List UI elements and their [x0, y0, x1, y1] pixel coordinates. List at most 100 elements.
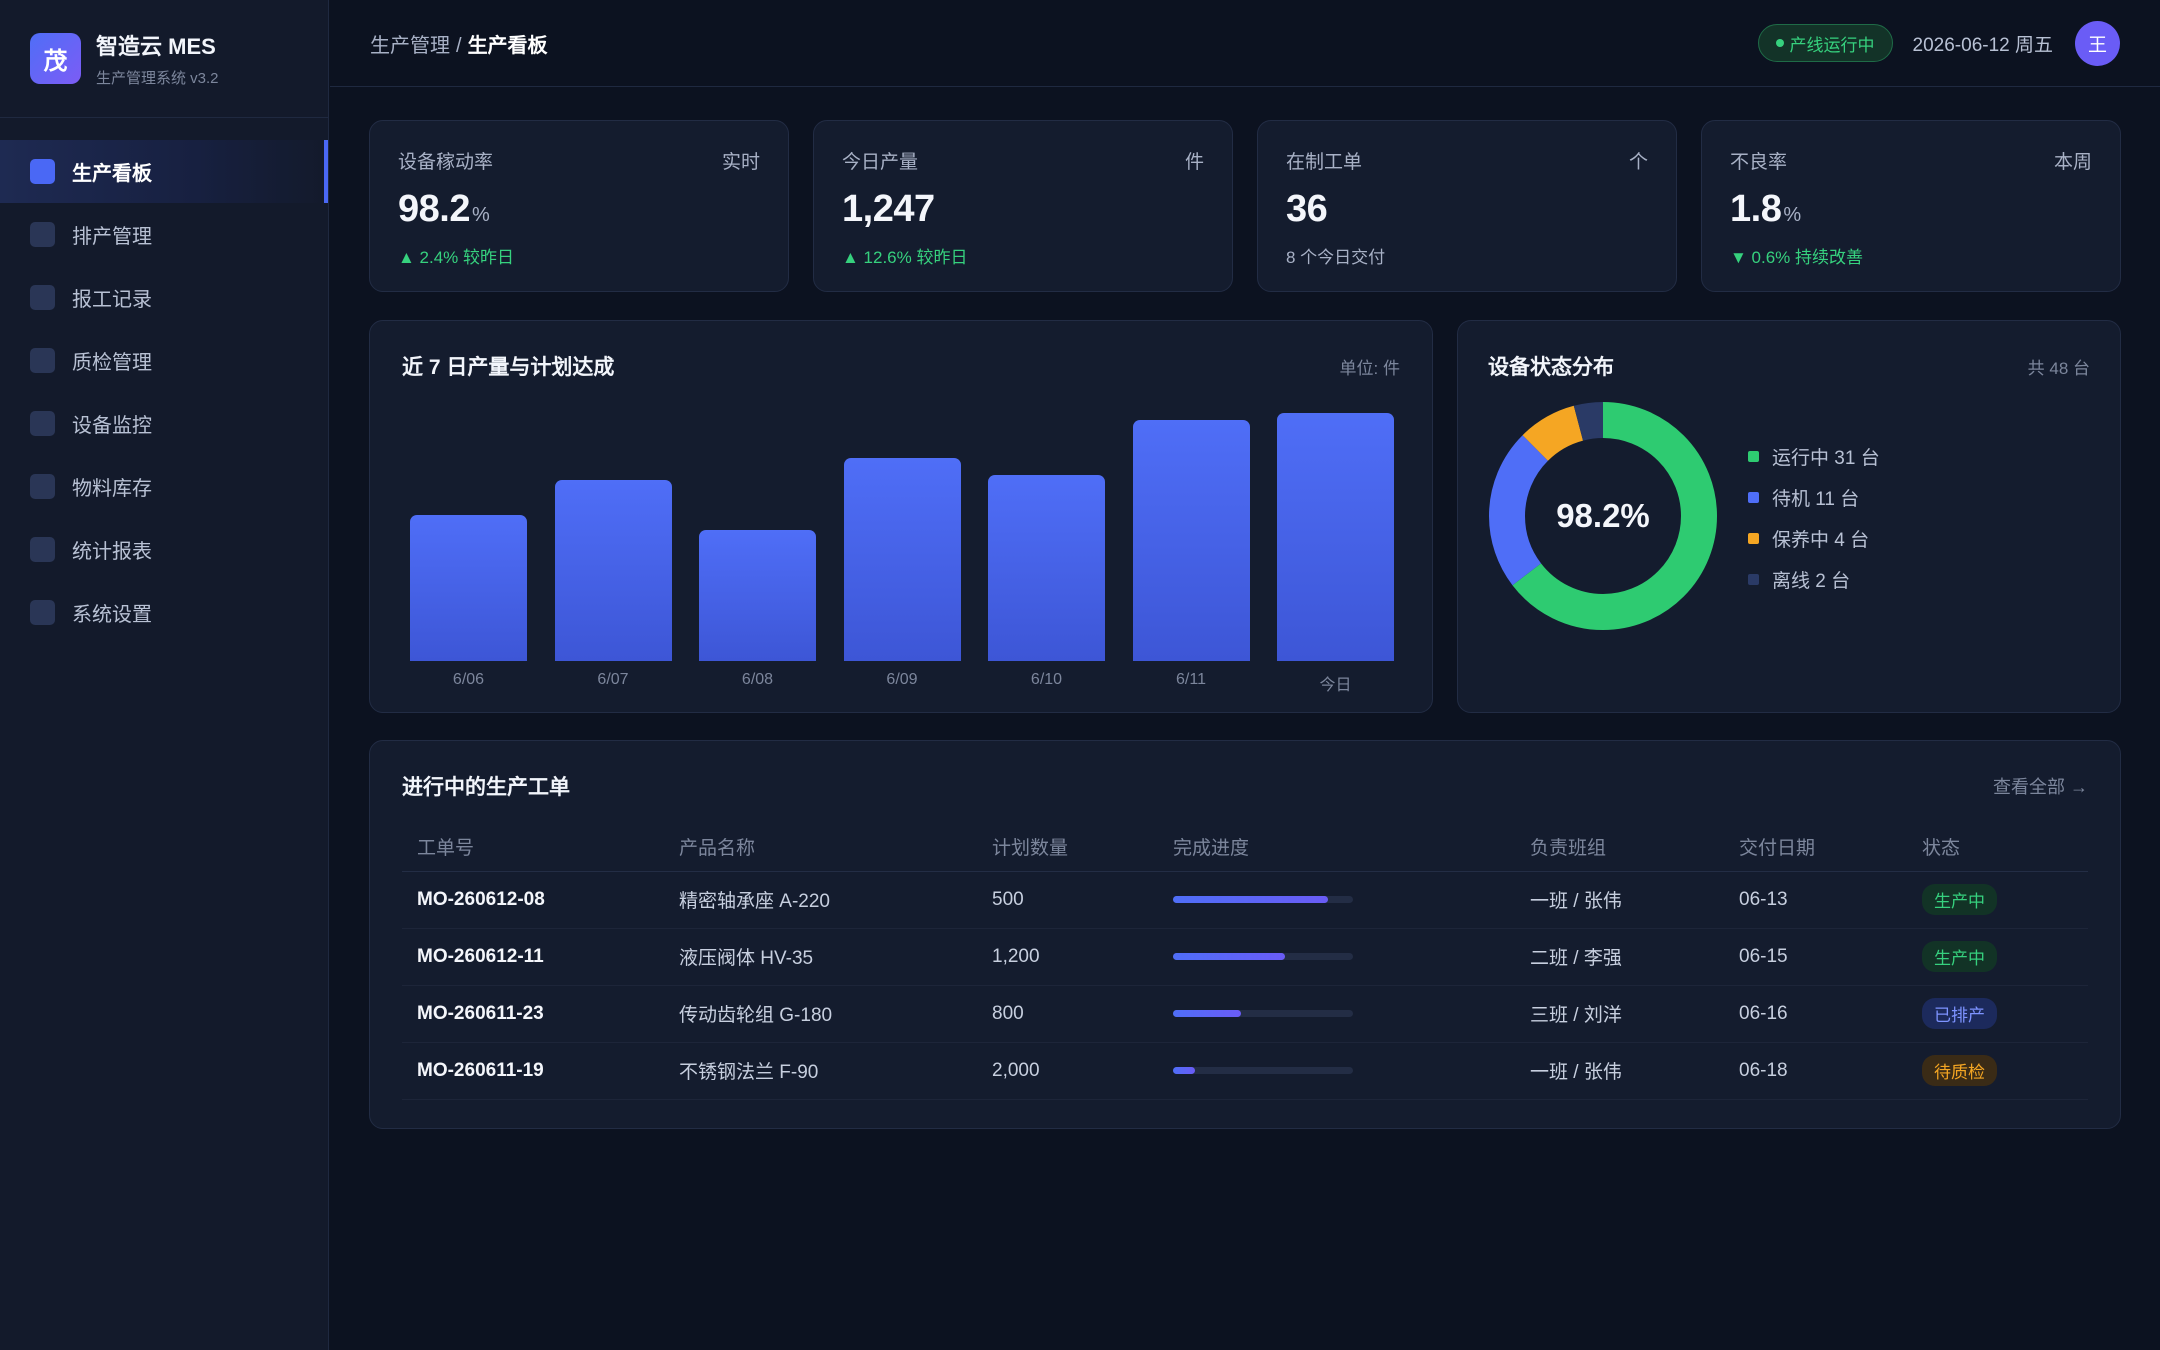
kpi-label: 设备稼动率: [398, 152, 494, 173]
progress-bar: [1173, 1067, 1353, 1074]
report-icon: [30, 285, 55, 310]
bar[interactable]: [699, 530, 816, 661]
brand-logo[interactable]: 茂: [30, 33, 81, 84]
sidebar-item-1[interactable]: 生产看板: [0, 140, 328, 203]
sidebar-item-3[interactable]: 报工记录: [0, 266, 328, 329]
bar[interactable]: [1132, 420, 1250, 661]
equipment-total: 共 48 台: [2027, 358, 2090, 378]
equipment-status-card: 设备状态分布 共 48 台 98.2% 运行中 31 台待机 11 台保养中 4…: [1457, 320, 2121, 713]
legend-item[interactable]: 离线 2 台: [1748, 559, 1880, 600]
order-id[interactable]: MO-260612-11: [402, 928, 664, 986]
sidebar-item-8[interactable]: 系统设置: [0, 581, 328, 644]
order-id[interactable]: MO-260612-08: [402, 871, 664, 929]
sidebar: 茂 智造云 MES 生产管理系统 v3.2 生产看板排产管理报工记录质检管理 设备…: [0, 0, 329, 1350]
sidebar-item-7[interactable]: 统计报表: [0, 518, 328, 581]
progress-fill: [1173, 1067, 1195, 1074]
bar[interactable]: [843, 458, 961, 661]
legend-label: 待机 11 台: [1772, 489, 1860, 510]
brand: 茂 智造云 MES 生产管理系统 v3.2: [0, 0, 328, 118]
bar-column: 6/10: [988, 475, 1105, 691]
brand-name: 智造云 MES: [96, 34, 216, 59]
bar[interactable]: [1277, 413, 1394, 661]
progress-fill: [1173, 1010, 1242, 1017]
sidebar-item-label: 报工记录: [72, 289, 152, 311]
kpi-tag: 本周: [2053, 152, 2092, 173]
progress-cell: [1158, 871, 1515, 929]
bar-tick-label: 6/08: [741, 671, 774, 688]
progress-bar: [1173, 896, 1353, 903]
bar-tick-label: 6/06: [452, 671, 485, 688]
status-dot-icon: [1775, 39, 1784, 47]
production-chart-card: 近 7 日产量与计划达成 单位: 件 6/06 6/07 6/08 6/09 6/10 6…: [369, 320, 1433, 713]
status-cell: 生产中: [1907, 871, 2088, 929]
kpi-trend: ▼ 0.6% 持续改善: [1730, 248, 1864, 267]
status-cell: 已排产: [1907, 985, 2088, 1043]
kpi-tag: 件: [1184, 152, 1204, 173]
bar-column: 今日: [1277, 413, 1394, 694]
kpi-trend: ▲ 12.6% 较昨日: [842, 248, 968, 267]
kpi-value: 36: [1286, 188, 1328, 230]
legend-label: 保养中 4 台: [1772, 530, 1870, 551]
planned-qty: 1,200: [977, 928, 1158, 986]
bar[interactable]: [410, 515, 527, 661]
progress-fill: [1173, 896, 1328, 903]
table-row[interactable]: MO-260612-11 液压阀体 HV-35 1,200 二班 / 李强 06-15 生…: [402, 928, 2088, 986]
kpi-value-wrap: 36: [1286, 188, 1648, 231]
status-badge: 待质检: [1922, 1055, 1997, 1086]
product-name: 不锈钢法兰 F-90: [664, 1042, 977, 1100]
bar-tick-label: 6/10: [1030, 671, 1063, 688]
legend-swatch-icon: [1748, 574, 1759, 585]
table-row[interactable]: MO-260611-23 传动齿轮组 G-180 800 三班 / 刘洋 06-16 已排…: [402, 985, 2088, 1043]
donut-segment[interactable]: [1489, 402, 1717, 630]
sidebar-item-label: 统计报表: [72, 541, 152, 563]
breadcrumb-current: 生产看板: [467, 34, 548, 57]
table-header-row: 工单号 产品名称 计划数量 完成进度 负责班组 交付日期 状态: [402, 823, 2088, 872]
view-all-link[interactable]: 查看全部 →: [1992, 777, 2088, 797]
legend-swatch-icon: [1748, 451, 1759, 462]
bar-tick-label: 6/11: [1176, 671, 1206, 688]
kpi-value: 1,247: [842, 188, 935, 230]
donut-segment[interactable]: [1489, 402, 1717, 630]
bar[interactable]: [988, 475, 1105, 661]
sidebar-item-2[interactable]: 排产管理: [0, 203, 328, 266]
kpi-label: 不良率: [1730, 152, 1788, 173]
statistics-icon: [30, 537, 55, 562]
team: 一班 / 张伟: [1515, 871, 1724, 929]
legend-label: 离线 2 台: [1772, 571, 1851, 592]
kpi-trend: 8 个今日交付: [1286, 248, 1386, 267]
sidebar-item-4[interactable]: 质检管理: [0, 329, 328, 392]
status-cell: 生产中: [1907, 928, 2088, 986]
table-row[interactable]: MO-260611-19 不锈钢法兰 F-90 2,000 一班 / 张伟 06-18 待…: [402, 1042, 2088, 1100]
kpi-tag: 个: [1628, 152, 1648, 173]
breadcrumb-parent[interactable]: 生产管理: [370, 34, 450, 57]
product-name: 传动齿轮组 G-180: [664, 985, 977, 1043]
planned-qty: 500: [977, 871, 1158, 929]
bar-tick-label: 6/07: [597, 671, 629, 688]
bar-column: 6/11: [1132, 420, 1250, 691]
sidebar-item-label: 系统设置: [72, 604, 152, 626]
table-row[interactable]: MO-260612-08 精密轴承座 A-220 500 一班 / 张伟 06-13 生产…: [402, 871, 2088, 929]
legend-item[interactable]: 运行中 31 台: [1748, 436, 1880, 477]
table-column-header: 交付日期: [1724, 823, 1907, 872]
kpi-value-wrap: 1.8%: [1730, 188, 2092, 231]
legend-item[interactable]: 待机 11 台: [1748, 477, 1880, 518]
sidebar-item-6[interactable]: 物料库存: [0, 455, 328, 518]
line-status-badge: 产线运行中: [1757, 24, 1893, 62]
bar-column: 6/07: [554, 480, 672, 691]
table-column-header: 状态: [1907, 823, 2088, 872]
bar[interactable]: [554, 480, 672, 661]
table-column-header: 产品名称: [664, 823, 977, 872]
sidebar-item-5[interactable]: 设备监控: [0, 392, 328, 455]
breadcrumb-separator: /: [456, 34, 462, 57]
sidebar-item-label: 生产看板: [72, 163, 152, 185]
legend-item[interactable]: 保养中 4 台: [1748, 518, 1880, 559]
donut-legend: 运行中 31 台待机 11 台保养中 4 台离线 2 台: [1748, 436, 1880, 600]
user-avatar[interactable]: 王: [2075, 20, 2120, 66]
brand-subtitle: 生产管理系统 v3.2: [96, 70, 219, 87]
due-date: 06-16: [1724, 985, 1907, 1043]
kpi-value-wrap: 1,247: [842, 188, 1204, 231]
kpi-card: 在制工单 个 36 8 个今日交付: [1257, 120, 1677, 292]
order-id[interactable]: MO-260611-19: [402, 1042, 664, 1100]
orders-table: 工单号 产品名称 计划数量 完成进度 负责班组 交付日期 状态 MO-260612-08 精密…: [402, 823, 2088, 1100]
order-id[interactable]: MO-260611-23: [402, 985, 664, 1043]
